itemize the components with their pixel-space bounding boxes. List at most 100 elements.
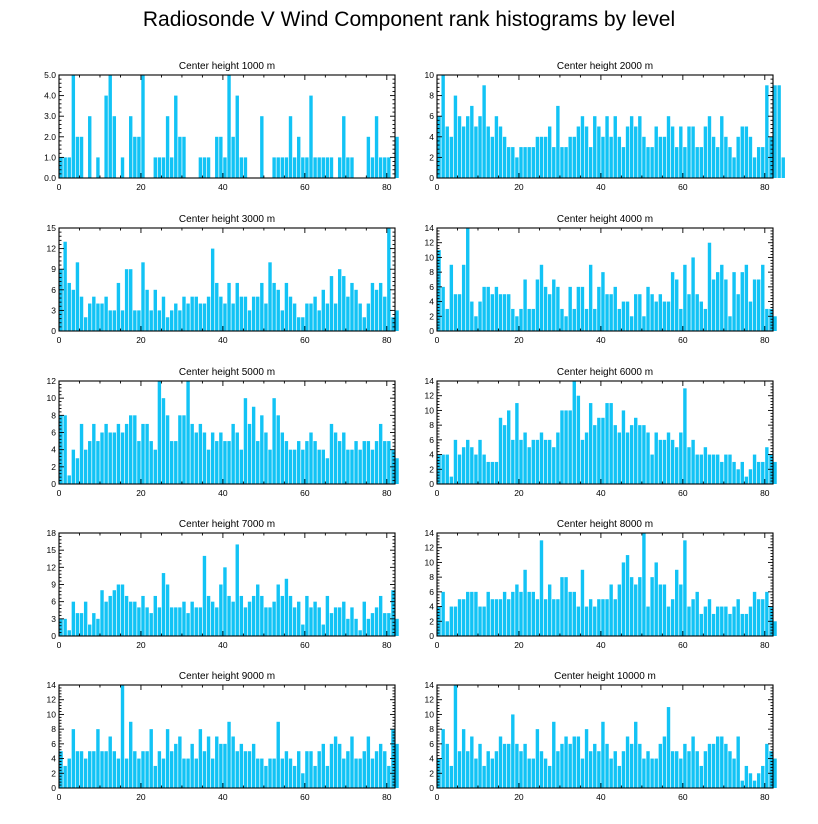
histogram-bar: [756, 147, 761, 178]
histogram-bar: [161, 157, 166, 178]
histogram-bar: [145, 289, 149, 331]
histogram-bar: [572, 308, 576, 331]
histogram-bar: [675, 147, 679, 178]
histogram-bar: [182, 136, 186, 178]
histogram-bar: [387, 441, 391, 484]
histogram-bar: [675, 569, 679, 636]
histogram-bar: [453, 606, 458, 636]
histogram-bar: [588, 403, 593, 484]
histogram-bar: [165, 584, 170, 636]
y-tick-label: 4.0: [44, 91, 56, 101]
histogram-bar: [457, 599, 462, 636]
histogram-bar: [593, 743, 597, 788]
histogram-bar: [59, 269, 63, 331]
histogram-bar: [527, 758, 531, 788]
x-tick-label: 0: [435, 792, 440, 802]
histogram-bar: [63, 618, 67, 636]
histogram-bar: [621, 147, 626, 178]
histogram-bar: [773, 758, 777, 788]
histogram-bar: [498, 417, 503, 484]
histogram-bar: [695, 591, 699, 636]
histogram-bar: [210, 758, 215, 788]
histogram-bar: [679, 758, 683, 788]
y-tick-label: 0: [51, 631, 56, 641]
histogram-bar: [638, 577, 642, 636]
histogram-bar: [740, 613, 744, 636]
y-tick-label: 12: [425, 543, 435, 553]
histogram-bar: [470, 447, 474, 484]
histogram-bar: [243, 398, 248, 484]
histogram-bar: [313, 441, 317, 484]
histogram-bar: [157, 607, 162, 636]
panel-2: Center height 2000 m 0 20 40 60 80 0 2 4 6 8 10: [425, 61, 785, 192]
histogram-bar: [728, 147, 732, 178]
histogram-bar: [169, 310, 174, 331]
histogram-bar: [466, 439, 470, 484]
histogram-bar: [732, 272, 736, 331]
histogram-bar: [67, 282, 71, 331]
histogram-bar: [634, 126, 638, 178]
panel-title: Center height 4000 m: [557, 214, 653, 225]
histogram-bar: [276, 415, 280, 484]
histogram-bar: [650, 758, 654, 788]
histogram-bar: [333, 736, 338, 788]
histogram-bar: [194, 758, 198, 788]
histogram-bar: [646, 147, 650, 178]
histogram-bar: [453, 685, 458, 788]
histogram-bar: [354, 618, 358, 636]
y-tick-label: 10: [425, 557, 435, 567]
histogram-bar: [96, 729, 100, 788]
histogram-bar: [337, 743, 342, 788]
histogram-bar: [605, 599, 609, 636]
histogram-bar: [260, 758, 264, 788]
histogram-bar: [646, 751, 650, 788]
histogram-bar: [670, 439, 675, 484]
histogram-bar: [699, 301, 703, 331]
histogram-bar: [756, 599, 761, 636]
histogram-bar: [576, 606, 581, 636]
histogram-bar: [453, 95, 458, 178]
histogram-bar: [584, 606, 589, 636]
histogram-bar: [112, 751, 117, 788]
histogram-bar: [642, 316, 646, 331]
histogram-bar: [260, 116, 264, 178]
x-tick-label: 80: [382, 488, 392, 498]
histogram-bar: [494, 751, 499, 788]
histogram-bar: [223, 567, 227, 636]
histogram-bar: [441, 75, 445, 178]
x-tick-label: 0: [435, 182, 440, 192]
histogram-bar: [502, 294, 507, 331]
histogram-bar: [683, 147, 687, 178]
histogram-bar: [182, 758, 186, 788]
histogram-bar: [313, 296, 317, 331]
histogram-bar: [445, 743, 449, 788]
histogram-bar: [650, 577, 654, 636]
histogram-bar: [92, 296, 96, 331]
histogram-bar: [711, 613, 716, 636]
histogram-bar: [703, 308, 708, 331]
histogram-bar: [202, 157, 207, 178]
histogram-bar: [59, 618, 63, 636]
histogram-bar: [728, 751, 732, 788]
histogram-bar: [215, 136, 219, 178]
histogram-bar: [342, 116, 346, 178]
y-tick-label: 4: [429, 754, 434, 764]
histogram-bar: [198, 729, 203, 788]
histogram-bar: [202, 751, 207, 788]
panel-title: Center height 1000 m: [179, 61, 275, 72]
histogram-bar: [765, 591, 769, 636]
histogram-bar: [728, 613, 732, 636]
histogram-bar: [391, 317, 395, 331]
histogram-bar: [63, 241, 67, 331]
histogram-bar: [699, 454, 703, 484]
histogram-bar: [605, 294, 609, 331]
histogram-bar: [325, 595, 330, 636]
y-tick-label: 3: [51, 305, 56, 315]
histogram-bar: [720, 264, 724, 331]
x-tick-label: 60: [300, 488, 310, 498]
histogram-bar: [288, 758, 293, 788]
histogram-bar: [736, 294, 740, 331]
histogram-bar: [498, 126, 503, 178]
histogram-bar: [507, 599, 511, 636]
histogram-bar: [317, 751, 321, 788]
